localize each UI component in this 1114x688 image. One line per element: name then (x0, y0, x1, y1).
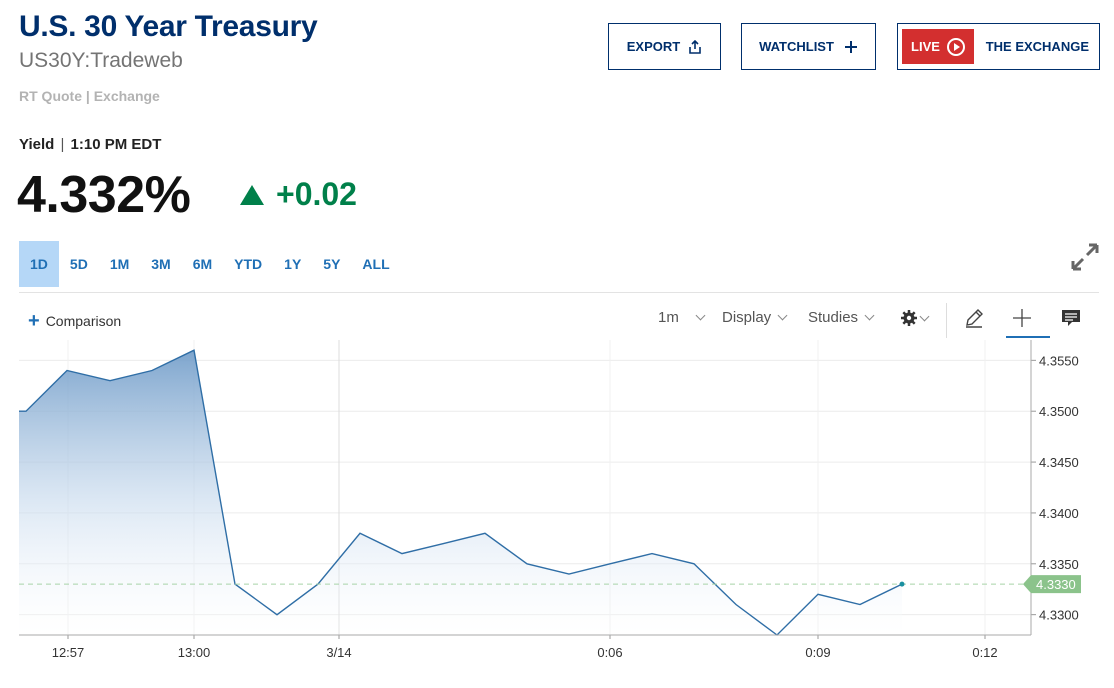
chevron-down-icon (695, 310, 706, 321)
y-tick-label: 4.3550 (1039, 353, 1079, 368)
divider (19, 292, 1099, 293)
chart-canvas: 4.3550 4.3500 4.3450 4.3400 4.3350 4.3300 12:5… (19, 340, 1081, 660)
x-tick-label: 0:09 (805, 645, 830, 660)
price-change: +0.02 (240, 176, 357, 213)
x-tick-label: 3/14 (326, 645, 351, 660)
display-label: Display (722, 309, 772, 326)
y-tick-label: 4.3300 (1039, 608, 1079, 623)
range-1m[interactable]: 1M (109, 256, 130, 272)
comparison-button[interactable]: + Comparison (28, 311, 121, 331)
yield-time-label: Yield | 1:10 PM EDT (19, 136, 162, 153)
change-value: +0.02 (276, 176, 357, 212)
interval-label: 1m (658, 309, 679, 326)
comment-icon (1062, 310, 1080, 326)
live-label: LIVE (911, 39, 940, 54)
plus-icon (844, 40, 857, 53)
studies-label: Studies (808, 309, 859, 326)
toolbar-divider (946, 303, 947, 338)
pencil-icon (966, 309, 983, 328)
studies-dropdown[interactable]: Studies (808, 309, 875, 326)
crosshair-button[interactable] (1005, 303, 1039, 333)
display-dropdown[interactable]: Display (722, 309, 788, 326)
range-5y[interactable]: 5Y (323, 256, 341, 272)
x-tick-label: 0:12 (972, 645, 997, 660)
play-icon (946, 37, 965, 56)
last-price-tag (1023, 575, 1081, 594)
range-all[interactable]: ALL (362, 256, 390, 272)
range-1d[interactable]: 1D (19, 241, 59, 287)
series-area (19, 350, 902, 635)
range-6m[interactable]: 6M (192, 256, 213, 272)
watchlist-label: WATCHLIST (759, 39, 834, 54)
last-price-label: 4.3330 (1036, 577, 1076, 592)
last-point-marker (899, 581, 905, 587)
price-value: 4.332% (17, 166, 191, 224)
export-label: EXPORT (626, 39, 681, 54)
yield-label: Yield (19, 136, 55, 153)
range-ytd[interactable]: YTD (234, 256, 263, 272)
range-1y[interactable]: 1Y (284, 256, 302, 272)
chevron-down-icon (919, 311, 930, 321)
live-badge: LIVE (902, 29, 974, 64)
settings-button[interactable] (897, 303, 931, 333)
chevron-down-icon (864, 310, 875, 321)
active-tool-indicator (1006, 336, 1050, 338)
x-tick-label: 13:00 (178, 645, 211, 660)
comment-button[interactable] (1054, 303, 1088, 333)
y-tick-label: 4.3450 (1039, 455, 1079, 470)
share-icon (689, 39, 702, 54)
exchange-label: THE EXCHANGE (985, 39, 1089, 54)
comparison-label: Comparison (45, 313, 122, 329)
chevron-down-icon (777, 310, 788, 321)
y-tick-label: 4.3500 (1039, 404, 1079, 419)
watchlist-button[interactable]: WATCHLIST (741, 23, 876, 70)
series-line (19, 349, 903, 636)
live-exchange-button[interactable]: LIVE THE EXCHANGE (897, 23, 1100, 70)
range-5d[interactable]: 5D (69, 256, 88, 272)
up-arrow-icon (240, 184, 264, 205)
gear-icon (901, 310, 917, 326)
x-tick-label: 0:06 (597, 645, 622, 660)
quote-source: RT Quote | Exchange (19, 88, 160, 104)
interval-dropdown[interactable]: 1m (658, 309, 706, 326)
range-selector: 1D 5D 1M 3M 6M YTD 1Y 5Y ALL (19, 241, 401, 287)
x-tick-label: 12:57 (52, 645, 85, 660)
export-button[interactable]: EXPORT (608, 23, 721, 70)
y-tick-label: 4.3350 (1039, 557, 1079, 572)
quote-time: 1:10 PM EDT (70, 136, 162, 153)
y-tick-label: 4.3400 (1039, 506, 1079, 521)
crosshair-icon (1013, 309, 1031, 327)
price-chart[interactable]: 4.3550 4.3500 4.3450 4.3400 4.3350 4.3300 12:5… (0, 340, 1114, 670)
plus-icon: + (28, 310, 40, 332)
symbol-label: US30Y:Tradeweb (19, 49, 183, 72)
page-title: U.S. 30 Year Treasury (19, 10, 318, 43)
expand-icon[interactable] (1069, 241, 1101, 273)
draw-button[interactable] (957, 303, 991, 333)
range-3m[interactable]: 3M (151, 256, 171, 272)
